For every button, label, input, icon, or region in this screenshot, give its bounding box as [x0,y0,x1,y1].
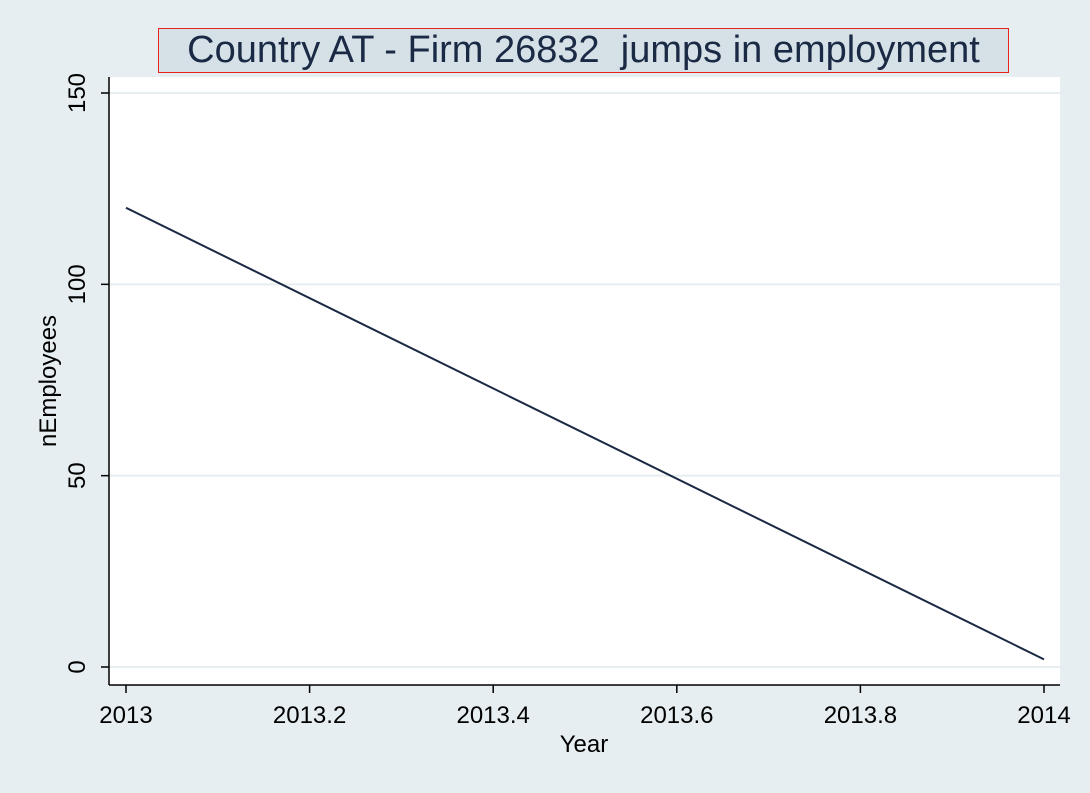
y-tick-label-0: 0 [64,660,91,673]
x-tick-label-3: 2013.6 [640,702,713,729]
series-layer [125,206,1045,661]
x-tick-label-4: 2013.8 [824,702,897,729]
y-axis-title: nEmployees [35,315,62,447]
series-line-0 [125,206,1045,661]
chart-title: Country AT - Firm 26832 jumps in employm… [158,28,1009,73]
x-axis-ticks: 2013 2013.2 2013.4 2013.6 2013.8 2014 [99,685,1071,729]
x-tick-label-5: 2014 [1017,702,1070,729]
x-axis-title: Year [560,731,609,758]
y-tick-label-3: 150 [64,73,91,113]
gridlines [109,92,1060,668]
x-tick-label-2: 2013.4 [456,702,529,729]
y-axis-ticks: 0 50 100 150 [64,73,109,674]
y-tick-label-2: 100 [64,264,91,304]
x-tick-label-0: 2013 [99,702,152,729]
x-tick-label-1: 2013.2 [273,702,346,729]
plot-area [109,77,1060,685]
y-tick-label-1: 50 [64,462,91,489]
